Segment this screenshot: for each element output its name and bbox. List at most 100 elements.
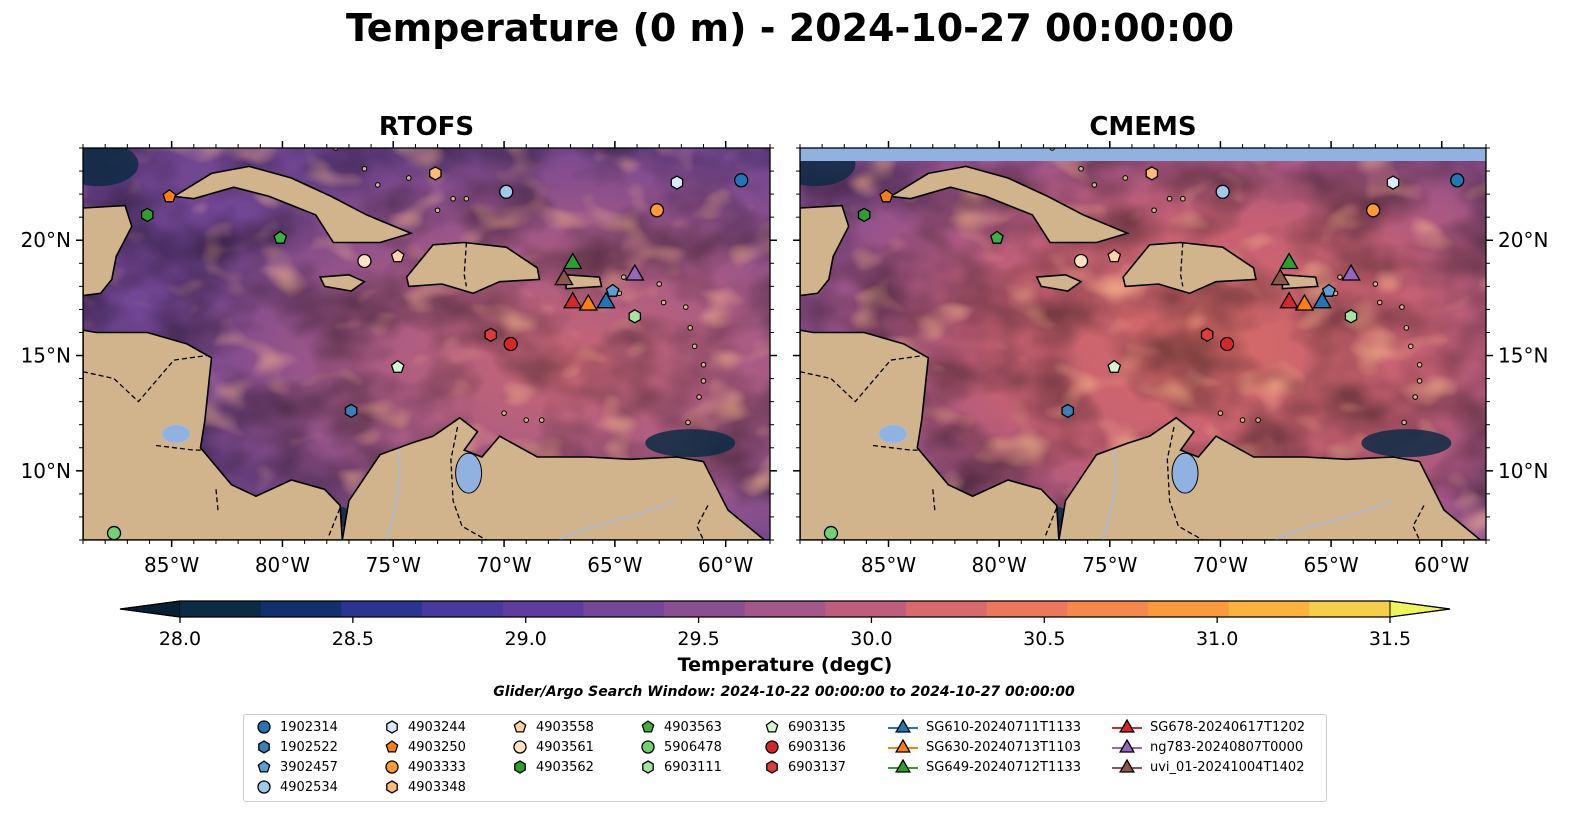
legend-marker-icon: [386, 780, 398, 794]
legend-label: ng783-20240807T0000: [1150, 739, 1304, 755]
marker-4903244: [1386, 175, 1400, 190]
colorbar-segment: [1148, 601, 1230, 617]
legend-label: 1902522: [280, 739, 338, 755]
marker-4903250: [879, 189, 894, 203]
marker-5906478: [106, 525, 122, 540]
colorbar-tick-label: 28.5: [332, 628, 374, 650]
legend-marker: [257, 720, 271, 734]
lat-tick-label: 10°N: [1498, 459, 1548, 483]
small-island: [1239, 417, 1246, 423]
legend-label: SG610-20240711T1133: [926, 719, 1082, 735]
lon-tick-label: 60°W: [1414, 553, 1469, 577]
legend-label: 6903111: [664, 759, 722, 775]
marker-6903137: [484, 327, 498, 343]
marker-4903562: [140, 207, 154, 223]
lat-tick-label: 15°N: [1498, 344, 1548, 368]
marker-SG649-20240712T1133: [562, 252, 583, 270]
legend-marker: [641, 720, 655, 733]
country-border: [872, 444, 920, 451]
lat-tick-label: 15°N: [21, 344, 71, 368]
small-island: [374, 182, 381, 188]
lon-tick-label: 85°W: [861, 553, 916, 577]
legend-label: 5906478: [664, 739, 722, 755]
cuba-land: [888, 165, 1130, 244]
marker-ng783-20240807T0000: [1341, 263, 1361, 281]
legend-label: 4902534: [280, 779, 338, 795]
colorbar-tick-label: 29.0: [505, 628, 547, 650]
legend-marker-icon: [766, 760, 778, 774]
marker-6903137: [1200, 327, 1214, 343]
legend-marker: [513, 740, 527, 754]
colorbar-over-extension: [1389, 600, 1451, 618]
colorbar-segment: [744, 601, 826, 617]
legend-marker: [257, 780, 271, 794]
legend-marker: [513, 720, 527, 733]
country-border: [696, 505, 709, 540]
lon-tick-label: 70°W: [476, 553, 531, 577]
small-island: [687, 325, 694, 331]
lake-nicaragua: [161, 424, 191, 444]
small-island: [691, 343, 698, 350]
lon-tick-label: 85°W: [144, 553, 199, 577]
legend-marker: [385, 740, 399, 753]
cold-water-patch: [1361, 429, 1452, 458]
legend-label: 4903348: [408, 779, 466, 795]
search-window-text: Glider/Argo Search Window: 2024-10-22 00…: [493, 684, 1075, 700]
legend-marker: [1118, 718, 1136, 733]
small-island: [696, 394, 702, 400]
country-border: [450, 426, 487, 540]
marker-uvi_01-20241004T1402: [1270, 268, 1291, 286]
legend-marker: [894, 758, 912, 773]
small-island: [685, 419, 691, 426]
marker-SG610-20240711T1133: [1312, 291, 1333, 309]
map-panel-rtofs: 85°W 80°W 75°W 70°W 65°W 60°W 20°N 15°N 10°N: [21, 141, 777, 577]
lat-tick-label: 20°N: [1498, 228, 1548, 252]
marker-4902534: [499, 184, 514, 199]
country-border: [1412, 505, 1425, 540]
colorbar-segment: [180, 601, 262, 617]
colorbar-tick-label: 28.0: [159, 628, 201, 650]
legend-marker-icon: [258, 740, 270, 754]
legend-marker-icon: [1112, 718, 1142, 733]
colorbar-segment: [1228, 601, 1310, 617]
small-island: [1416, 361, 1423, 368]
legend-item: 4903561: [512, 738, 594, 756]
marker-SG649-20240712T1133: [1279, 252, 1299, 270]
map-frame: [799, 147, 1487, 541]
marker-6903111: [628, 309, 642, 324]
colorbar-segment: [664, 601, 746, 617]
legend-marker: [894, 738, 912, 753]
colorbar-segment: [906, 601, 988, 617]
legend-item: uvi_01-20241004T1402: [1112, 758, 1304, 776]
marker-4903558: [390, 249, 405, 263]
legend-item: 4903333: [384, 758, 466, 776]
legend-label: 4903561: [536, 739, 594, 755]
country-border: [215, 489, 219, 513]
legend-item: ng783-20240807T0000: [1112, 738, 1303, 756]
legend-item: 1902314: [256, 718, 338, 736]
small-island: [1376, 299, 1383, 306]
legend-marker-icon: [888, 738, 918, 753]
legend-marker-icon: [257, 760, 271, 773]
small-island: [1151, 207, 1157, 214]
colorbar-segment: [825, 601, 907, 617]
legend-item: 4903558: [512, 718, 594, 736]
legend-label: 4903562: [536, 759, 594, 775]
legend-label: 6903136: [788, 739, 846, 755]
legend-item: 6903136: [764, 738, 846, 756]
legend-marker-icon: [386, 720, 398, 734]
lon-tick-label: 75°W: [366, 553, 421, 577]
marker-SG630-20240713T1103: [1294, 293, 1315, 311]
legend-marker: [1118, 758, 1136, 773]
marker-6903136: [503, 336, 518, 352]
lat-tick-label: 20°N: [21, 228, 71, 252]
legend-marker-icon: [642, 760, 654, 774]
colorbar-segment: [1067, 601, 1149, 617]
country-border: [1179, 242, 1184, 287]
small-island: [1337, 274, 1343, 280]
country-border: [1166, 426, 1204, 540]
marker-3902457: [605, 283, 620, 297]
panel-title-cmems: CMEMS: [1089, 112, 1197, 142]
legend-label: 1902314: [280, 719, 338, 735]
